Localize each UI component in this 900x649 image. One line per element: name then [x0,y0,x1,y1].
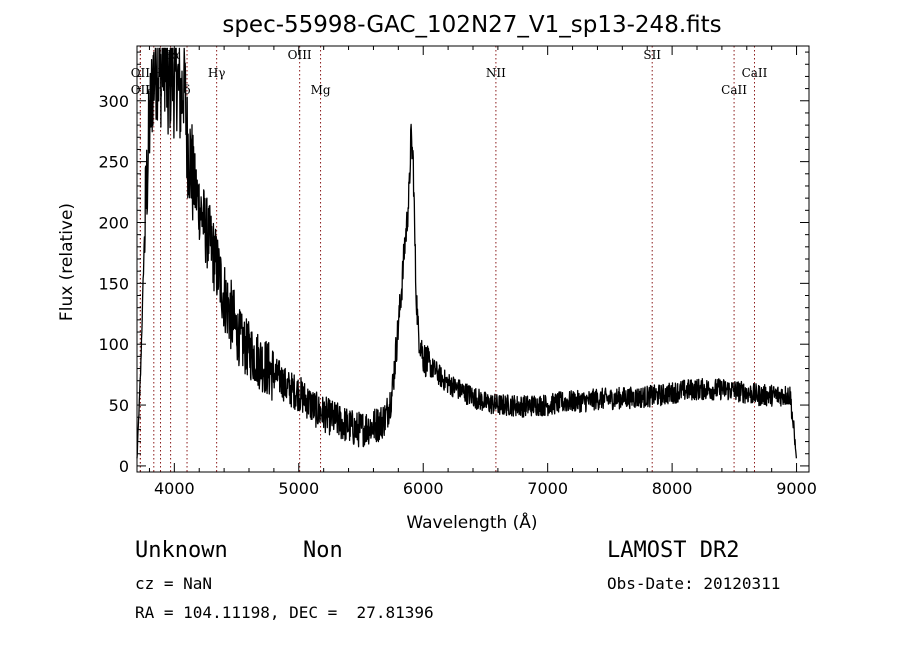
x-tick-label: 8000 [652,479,693,498]
x-axis-label: Wavelength (Å) [406,511,537,533]
spectral-line-label: NII [486,66,506,80]
y-axis-label: Flux (relative) [57,203,77,321]
survey-name: LAMOST DR2 [607,538,740,563]
spectrum-chart: spec-55998-GAC_102N27_V1_sp13-248.fits H… [57,12,817,533]
x-tick-label: 6000 [403,479,444,498]
spectral-line-label: SII [643,48,661,62]
x-tick-label: 5000 [278,479,319,498]
object-class: Unknown [135,538,228,563]
spectral-line-label: δ [183,83,190,97]
spectral-line-label: Mg [311,83,331,97]
spectral-line-label: CaII [721,83,747,97]
y-tick-label: 0 [119,457,129,476]
x-tick-label: 4000 [154,479,195,498]
chart-title: spec-55998-GAC_102N27_V1_sp13-248.fits [222,12,721,38]
axis-ticks: 4000 5000 6000 7000 8000 9000 0 50 100 150 200 250 3… [98,46,817,498]
observation-date: Obs-Date: 20120311 [607,574,781,593]
plot-frame [136,45,810,473]
x-tick-label: 7000 [527,479,568,498]
spectral-line-label: Hγ [208,66,226,80]
redshift-cz: cz = NaN [135,574,213,593]
spectral-line-label: OIII [288,48,312,62]
y-tick-label: 250 [98,153,129,172]
y-tick-label: 100 [98,335,129,354]
y-tick-label: 150 [98,274,129,293]
x-tick-label: 9000 [776,479,817,498]
y-tick-label: 200 [98,213,129,232]
y-tick-label: 50 [109,396,129,415]
spectrum-line [136,47,798,459]
coordinates: RA = 104.11198, DEC = 27.81396 [135,603,434,622]
spectral-line-label: OII [131,83,151,97]
y-tick-label: 300 [98,92,129,111]
spectral-line-label: OII [131,66,151,80]
spectral-line-label: CaII [742,66,768,80]
object-subclass: Non [303,538,343,563]
